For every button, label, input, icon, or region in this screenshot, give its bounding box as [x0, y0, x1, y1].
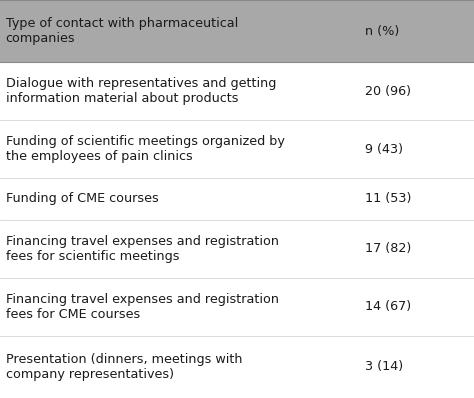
Text: 9 (43): 9 (43) [365, 142, 403, 156]
Text: Funding of CME courses: Funding of CME courses [6, 193, 158, 205]
Text: n (%): n (%) [365, 25, 399, 37]
Bar [353, 336, 474, 398]
Text: Type of contact with pharmaceutical
companies: Type of contact with pharmaceutical comp… [6, 17, 238, 45]
Bar [0, 220, 353, 278]
Text: Financing travel expenses and registration
fees for scientific meetings: Financing travel expenses and registrati… [6, 235, 279, 263]
Text: 3 (14): 3 (14) [365, 361, 403, 373]
Bar [353, 0, 474, 62]
Bar [0, 336, 353, 398]
Bar [353, 62, 474, 120]
Bar [353, 120, 474, 178]
Bar [0, 278, 353, 336]
Bar [353, 278, 474, 336]
Text: Funding of scientific meetings organized by
the employees of pain clinics: Funding of scientific meetings organized… [6, 135, 284, 163]
Bar [0, 62, 353, 120]
Text: Presentation (dinners, meetings with
company representatives): Presentation (dinners, meetings with com… [6, 353, 242, 381]
Text: 20 (96): 20 (96) [365, 84, 411, 98]
Bar [353, 178, 474, 220]
Text: 14 (67): 14 (67) [365, 300, 411, 314]
Bar [0, 0, 353, 62]
Text: Financing travel expenses and registration
fees for CME courses: Financing travel expenses and registrati… [6, 293, 279, 321]
Text: 11 (53): 11 (53) [365, 193, 411, 205]
Bar [0, 120, 353, 178]
Text: Dialogue with representatives and getting
information material about products: Dialogue with representatives and gettin… [6, 77, 276, 105]
Bar [353, 220, 474, 278]
Text: 17 (82): 17 (82) [365, 242, 411, 256]
Bar [0, 178, 353, 220]
